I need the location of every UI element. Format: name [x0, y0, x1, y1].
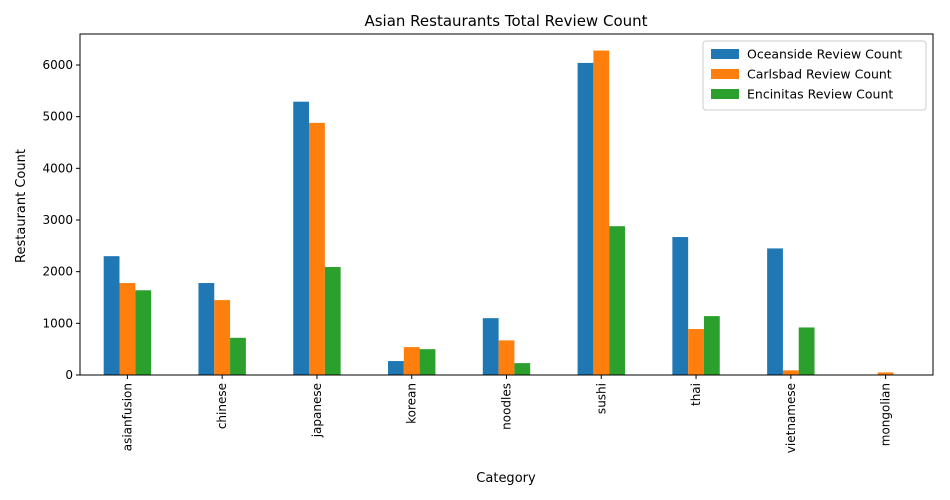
- bar-noodles-series-0: [482, 318, 499, 375]
- legend-label-1: Carlsbad Review Count: [747, 67, 892, 82]
- x-tick-label-thai: thai: [689, 383, 703, 406]
- bar-chinese-series-0: [198, 283, 215, 375]
- legend-swatch-2: [711, 89, 739, 99]
- bar-thai-series-1: [688, 329, 704, 375]
- plot-bars: [103, 50, 894, 376]
- bar-chinese-series-1: [214, 300, 231, 375]
- bar-noodles-series-1: [498, 340, 515, 375]
- x-tick-label-japanese: japanese: [310, 383, 324, 438]
- legend-swatch-1: [711, 69, 739, 79]
- bar-vietnamese-series-1: [782, 370, 799, 375]
- y-tick-label: 0: [65, 368, 73, 382]
- x-tick-label-asianfusion: asianfusion: [120, 383, 134, 451]
- x-tick-label-sushi: sushi: [594, 383, 608, 414]
- legend-label-2: Encinitas Review Count: [747, 87, 893, 102]
- x-tick-label-korean: korean: [405, 383, 419, 424]
- bar-sushi-series-0: [577, 62, 594, 375]
- x-tick-label-noodles: noodles: [500, 383, 514, 430]
- y-tick-label: 4000: [42, 161, 73, 175]
- bar-asianfusion-series-1: [119, 283, 136, 375]
- bar-sushi-series-2: [609, 226, 625, 375]
- x-tick-label-mongolian: mongolian: [879, 383, 893, 446]
- y-tick-label: 6000: [42, 58, 73, 72]
- bar-japanese-series-2: [324, 267, 341, 375]
- bar-asianfusion-series-0: [103, 256, 120, 375]
- bar-noodles-series-2: [514, 363, 531, 375]
- legend-swatch-0: [711, 49, 739, 59]
- bar-korean-series-2: [419, 349, 436, 375]
- bar-asianfusion-series-2: [135, 290, 152, 375]
- bar-thai-series-0: [672, 237, 689, 375]
- bar-korean-series-0: [388, 361, 404, 375]
- x-tick-label-chinese: chinese: [215, 383, 229, 429]
- x-axis-title: Category: [476, 471, 536, 486]
- bar-mongolian-series-1: [877, 372, 894, 375]
- y-tick-label: 1000: [42, 316, 73, 330]
- bar-japanese-series-1: [309, 122, 325, 375]
- chart-title: Asian Restaurants Total Review Count: [364, 12, 647, 30]
- y-tick-label: 2000: [42, 265, 73, 279]
- y-tick-label: 5000: [42, 110, 73, 124]
- bar-sushi-series-1: [593, 50, 610, 376]
- bar-korean-series-1: [403, 347, 420, 375]
- bar-vietnamese-series-2: [798, 327, 815, 375]
- legend-box: [702, 40, 927, 111]
- bar-chinese-series-2: [230, 337, 246, 375]
- legend: Oceanside Review Count Carlsbad Review Co…: [702, 40, 927, 111]
- bar-japanese-series-0: [293, 101, 310, 375]
- y-axis: 0 1000 2000 3000 4000 5000 6000: [42, 58, 80, 382]
- y-tick-label: 3000: [42, 213, 73, 227]
- bar-vietnamese-series-0: [767, 248, 783, 375]
- x-axis: asianfusion chinese japanese korean noodles s…: [120, 375, 893, 453]
- y-axis-title: Restaurant Count: [14, 149, 29, 263]
- x-tick-label-vietnamese: vietnamese: [784, 383, 798, 453]
- legend-label-0: Oceanside Review Count: [747, 47, 902, 62]
- bar-thai-series-2: [703, 316, 720, 375]
